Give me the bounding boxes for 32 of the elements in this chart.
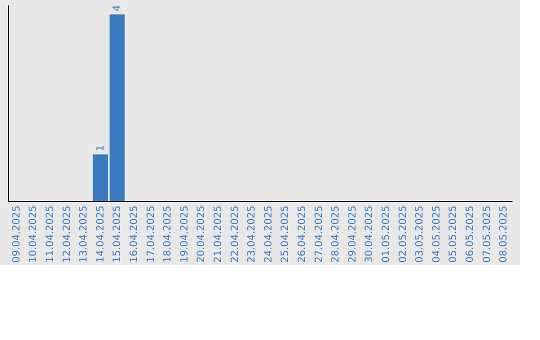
x-tick-label: 10.04.2025 xyxy=(28,206,40,263)
x-tick-label: 16.04.2025 xyxy=(129,206,140,263)
x-tick-label: 24.04.2025 xyxy=(263,206,274,263)
x-tick-label: 15.04.2025 xyxy=(112,206,124,263)
x-tick-label: 25.04.2025 xyxy=(280,206,292,263)
x-tick-label: 09.04.2025 xyxy=(11,206,22,263)
x-tick-label: 29.04.2025 xyxy=(347,206,358,263)
x-tick-label: 22.04.2025 xyxy=(230,206,241,263)
x-tick-label: 02.05.2025 xyxy=(398,206,409,263)
x-tick-label: 03.05.2025 xyxy=(414,206,426,263)
x-tick-label: 01.05.2025 xyxy=(381,206,392,263)
x-tick-label: 19.04.2025 xyxy=(179,206,190,263)
x-tick-label: 04.05.2025 xyxy=(431,206,442,263)
x-tick-label: 21.04.2025 xyxy=(213,206,224,263)
x-tick-label: 06.05.2025 xyxy=(465,206,476,263)
x-tick-label: 20.04.2025 xyxy=(196,206,208,263)
x-tick-label: 08.05.2025 xyxy=(498,206,510,263)
x-tick-label: 26.04.2025 xyxy=(297,206,308,263)
x-tick-label: 07.05.2025 xyxy=(482,206,493,263)
x-tick-label: 11.04.2025 xyxy=(45,206,56,263)
x-tick-label: 18.04.2025 xyxy=(162,206,174,263)
x-tick-label: 17.04.2025 xyxy=(146,206,157,263)
x-tick-label: 23.04.2025 xyxy=(246,206,258,263)
x-tick-label: 27.04.2025 xyxy=(314,206,325,263)
x-tick-label: 05.05.2025 xyxy=(448,206,460,263)
x-tick-label: 30.04.2025 xyxy=(364,206,376,263)
x-tick-label: 28.04.2025 xyxy=(330,206,342,263)
x-tick-label: 12.04.2025 xyxy=(62,206,73,263)
x-tick-label: 13.04.2025 xyxy=(78,206,90,263)
x-tick-label: 14.04.2025 xyxy=(95,206,106,263)
data-label: 4 xyxy=(112,4,124,12)
data-label: 1 xyxy=(95,144,106,152)
